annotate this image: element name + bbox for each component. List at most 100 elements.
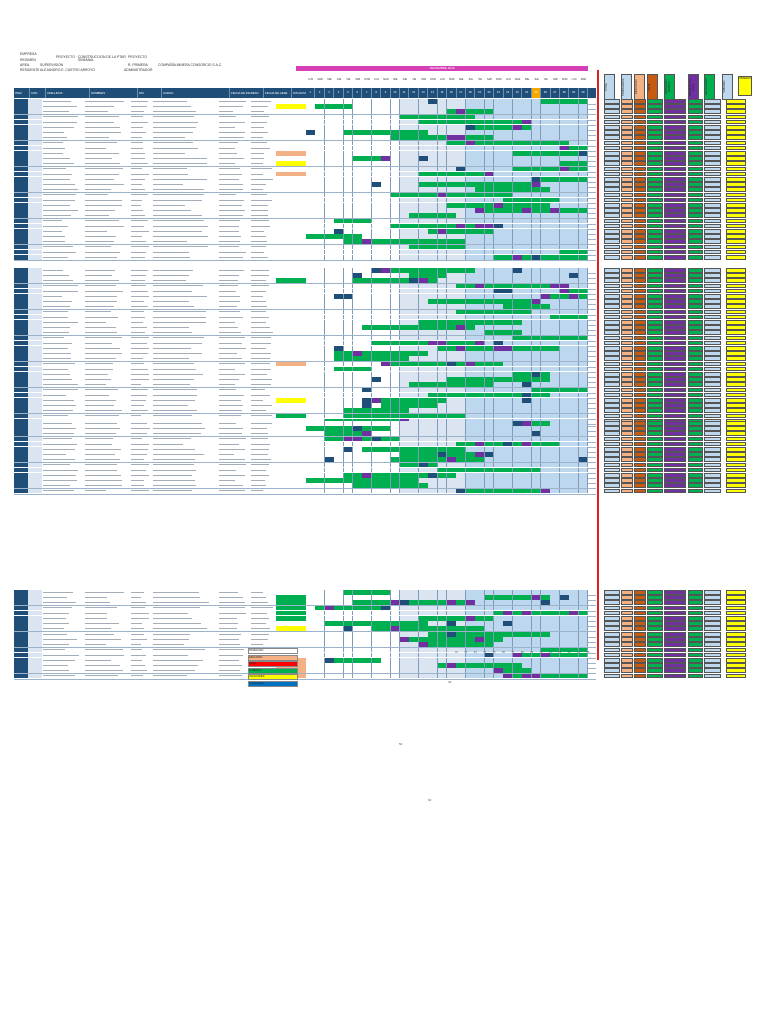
day-cell: [578, 218, 589, 224]
day-cell: [503, 478, 514, 483]
day-cell: [381, 457, 392, 462]
day-cell: [390, 166, 401, 172]
day-cell: [522, 119, 533, 125]
summary-cell: [664, 151, 686, 156]
day-cell: [334, 652, 345, 658]
row-cell: [218, 632, 251, 637]
summary-cell: [634, 366, 646, 372]
day-cell: [362, 346, 373, 351]
row-cell: [42, 408, 85, 413]
day-cell: [315, 171, 326, 177]
summary-cell: [647, 366, 663, 372]
day-cell: [522, 668, 533, 673]
day-cell: [569, 320, 580, 325]
row-cell: [28, 125, 43, 130]
day-cell: [578, 605, 589, 611]
day-cell: [334, 340, 345, 346]
summary-cell: [647, 249, 663, 255]
day-cell: [334, 208, 345, 213]
col-cargo: CARGO: [162, 88, 230, 98]
row-cell: [152, 652, 219, 658]
row-cell: [152, 632, 219, 637]
summary-cell: [634, 392, 646, 398]
day-cell: [522, 192, 533, 198]
row-cell: [218, 413, 251, 419]
day-cell: [362, 325, 373, 330]
day-cell: [390, 447, 401, 452]
summary-cell: [604, 478, 620, 483]
summary-cell: [704, 278, 721, 283]
day-cell: [578, 595, 589, 600]
summary-cell: [704, 182, 721, 187]
day-cell: [522, 377, 533, 382]
day-cell: [381, 288, 392, 294]
summary-cell: [688, 177, 703, 182]
day-cell: [456, 218, 467, 224]
row-cell: [14, 356, 29, 361]
day-cell: [475, 600, 486, 605]
day-cell: [409, 294, 420, 299]
day-number: 23: [512, 88, 523, 98]
day-cell: [381, 663, 392, 668]
row-cell: [152, 590, 219, 595]
summary-header: TRABAJADOS: [621, 74, 632, 100]
day-cell: [362, 605, 373, 611]
day-cell: [475, 197, 486, 203]
day-cell: [550, 647, 561, 653]
day-cell: [578, 403, 589, 408]
day-cell: [343, 642, 354, 647]
day-cell: [456, 187, 467, 192]
day-cell: [381, 377, 392, 382]
row-cell: [42, 314, 85, 320]
row-cell: [250, 366, 277, 372]
row-cell: [14, 229, 29, 234]
situacion-cell: [276, 223, 307, 229]
row-cell: [42, 398, 85, 403]
day-cell: [475, 320, 486, 325]
day-number: 10: [390, 88, 401, 98]
day-cell: [569, 109, 580, 114]
day-cell: [484, 325, 495, 330]
summary-cell: [634, 478, 646, 483]
row-cell: [130, 278, 153, 283]
day-cell: [437, 187, 448, 192]
row-cell: [130, 156, 153, 161]
row-cell: [218, 234, 251, 239]
day-cell: [343, 304, 354, 309]
day-cell: [437, 234, 448, 239]
day-cell: [343, 314, 354, 320]
day-cell: [578, 177, 589, 182]
row-cell: [84, 166, 131, 172]
row-cell: [28, 145, 43, 151]
day-cell: [390, 229, 401, 234]
row-cell: [130, 421, 153, 426]
day-cell: [531, 483, 542, 488]
summary-cell: [688, 462, 703, 468]
day-cell: [531, 304, 542, 309]
day-cell: [437, 283, 448, 289]
day-cell: [522, 314, 533, 320]
day-cell: [475, 426, 486, 431]
day-cell: [503, 294, 514, 299]
day-cell: [334, 447, 345, 452]
summary-cell: [634, 330, 646, 335]
day-cell: [428, 244, 439, 250]
day-cell: [334, 273, 345, 278]
summary-cell: [664, 177, 686, 182]
day-cell: [522, 203, 533, 208]
row-cell: [84, 330, 131, 335]
day-cell: [437, 151, 448, 156]
summary-cell: [664, 473, 686, 478]
row-cell: [14, 616, 29, 621]
day-number: 22: [503, 88, 513, 98]
day-cell: [315, 398, 326, 403]
day-cell: [578, 441, 589, 447]
row-cell: [28, 658, 43, 663]
summary-cell: [647, 125, 663, 130]
day-cell: [428, 192, 439, 198]
day-cell: [456, 382, 467, 387]
day-cell: [362, 340, 373, 346]
day-cell: [503, 431, 514, 436]
day-cell: [437, 387, 448, 393]
day-cell: [343, 213, 354, 218]
